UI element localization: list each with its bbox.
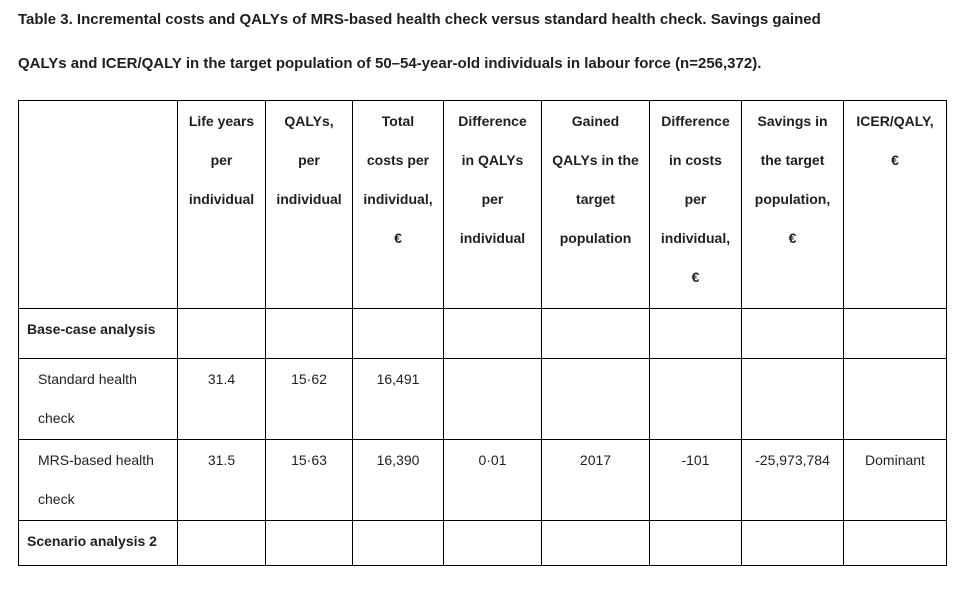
data-cell: 16,390 bbox=[352, 439, 444, 521]
data-cell bbox=[177, 520, 266, 566]
data-cell bbox=[541, 308, 650, 359]
row-label-standard-health-check: Standard health check bbox=[18, 358, 178, 440]
header-cell-life-years: Life years per individual bbox=[177, 100, 266, 309]
data-cell bbox=[541, 520, 650, 566]
table-caption-line-2: QALYs and ICER/QALY in the target popula… bbox=[18, 55, 762, 72]
data-cell: 2017 bbox=[541, 439, 650, 521]
header-cell-gained-qalys: Gained QALYs in the target population bbox=[541, 100, 650, 309]
row-label-base-case: Base-case analysis bbox=[18, 308, 178, 359]
data-cell bbox=[265, 520, 353, 566]
data-cell: Dominant bbox=[843, 439, 947, 521]
data-cell bbox=[443, 520, 542, 566]
table-caption-line-1: Table 3. Incremental costs and QALYs of … bbox=[18, 11, 821, 28]
table-row-standard-health-check: Standard health check 31.4 15·62 16,491 bbox=[18, 358, 947, 440]
data-cell bbox=[843, 358, 947, 440]
data-cell bbox=[443, 308, 542, 359]
table-row-mrs-based-health-check: MRS-based health check 31.5 15·63 16,390… bbox=[18, 439, 947, 521]
data-cell bbox=[741, 308, 844, 359]
data-cell bbox=[649, 358, 742, 440]
data-cell: 16,491 bbox=[352, 358, 444, 440]
data-cell bbox=[443, 358, 542, 440]
data-cell: -25,973,784 bbox=[741, 439, 844, 521]
data-cell bbox=[741, 358, 844, 440]
data-cell bbox=[649, 308, 742, 359]
header-cell-corner bbox=[18, 100, 178, 309]
header-cell-difference-costs: Difference in costs per individual, € bbox=[649, 100, 742, 309]
data-cell bbox=[352, 308, 444, 359]
data-cell: 31.4 bbox=[177, 358, 266, 440]
data-cell: -101 bbox=[649, 439, 742, 521]
header-cell-difference-qalys: Difference in QALYs per individual bbox=[443, 100, 542, 309]
data-cell bbox=[265, 308, 353, 359]
table-row-scenario-analysis-2: Scenario analysis 2 bbox=[18, 520, 947, 566]
data-cell bbox=[843, 308, 947, 359]
table-row-base-case: Base-case analysis bbox=[18, 308, 947, 359]
results-table: Life years per individual QALYs, per ind… bbox=[18, 100, 947, 566]
header-cell-savings: Savings in the target population, € bbox=[741, 100, 844, 309]
row-label-mrs-based-health-check: MRS-based health check bbox=[18, 439, 178, 521]
data-cell: 15·63 bbox=[265, 439, 353, 521]
header-row: Life years per individual QALYs, per ind… bbox=[18, 100, 947, 309]
data-cell bbox=[843, 520, 947, 566]
data-cell bbox=[541, 358, 650, 440]
data-cell: 15·62 bbox=[265, 358, 353, 440]
header-cell-total-costs: Total costs per individual, € bbox=[352, 100, 444, 309]
data-cell bbox=[352, 520, 444, 566]
data-cell: 31.5 bbox=[177, 439, 266, 521]
row-label-scenario-analysis-2: Scenario analysis 2 bbox=[18, 520, 178, 566]
data-cell bbox=[649, 520, 742, 566]
data-cell bbox=[741, 520, 844, 566]
data-cell: 0·01 bbox=[443, 439, 542, 521]
table-caption: Table 3. Incremental costs and QALYs of … bbox=[18, 0, 963, 86]
header-cell-qalys: QALYs, per individual bbox=[265, 100, 353, 309]
header-cell-icer: ICER/QALY, € bbox=[843, 100, 947, 309]
data-cell bbox=[177, 308, 266, 359]
